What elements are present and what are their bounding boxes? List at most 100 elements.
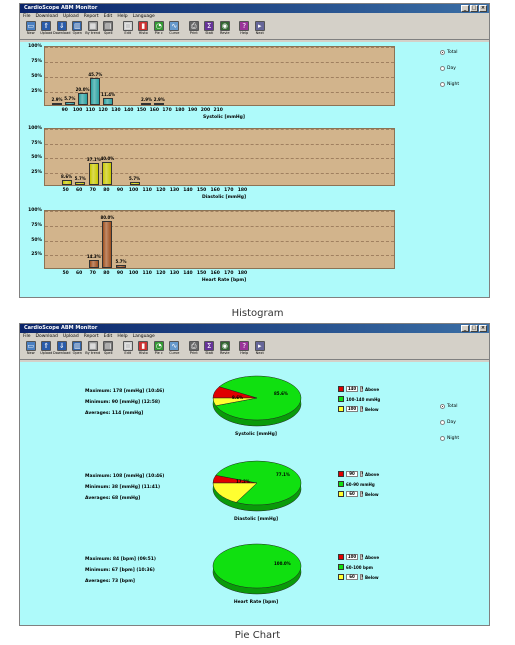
view-option-night[interactable]: Night	[440, 82, 459, 87]
threshold-below-input[interactable]: 60	[346, 491, 358, 497]
toolbar-print-button[interactable]: ⎙ Print	[186, 340, 202, 360]
toolbar-pie-c-button[interactable]: ◔ Pie c	[151, 340, 167, 360]
menu-item-report[interactable]: Report	[83, 14, 99, 19]
toolbar-spell-button[interactable]: ▤ Spell	[101, 20, 117, 40]
histogram-icon: ▮	[138, 341, 149, 351]
spin-arrows-icon[interactable]: ⇕	[360, 471, 364, 477]
x-tick-label: 60	[76, 271, 83, 276]
toolbar-help-button[interactable]: ? Help	[237, 340, 253, 360]
x-tick-label: 70	[89, 188, 96, 193]
maximize-button[interactable]: □	[470, 325, 478, 332]
view-option-day[interactable]: Day	[440, 66, 456, 71]
threshold-below-input[interactable]: 100	[346, 406, 358, 412]
menu-item-language[interactable]: Language	[132, 334, 155, 339]
toolbar-stati-button[interactable]: Σ Stati	[202, 20, 218, 40]
menu-item-file[interactable]: File	[23, 334, 31, 339]
toolbar-stati-button[interactable]: Σ Stati	[202, 340, 218, 360]
toolbar-new-button[interactable]: ▭ New	[23, 340, 39, 360]
radio-button[interactable]	[440, 50, 445, 55]
minimize-button[interactable]: _	[461, 325, 469, 332]
view-option-night[interactable]: Night	[440, 436, 459, 441]
toolbar-button-label: Stati	[205, 31, 214, 35]
toolbar-download-button[interactable]: ⇓ Download	[53, 20, 70, 40]
pie-title: Systolic [mmHg]	[235, 432, 277, 437]
menu-item-download[interactable]: Download	[35, 334, 58, 339]
toolbar-edit-button[interactable]: ▢ Edit	[120, 340, 136, 360]
download-icon: ⇓	[56, 341, 67, 351]
spin-arrows-icon[interactable]: ⇕	[360, 406, 364, 412]
toolbar-by-trend-button[interactable]: ▦ By trend	[85, 20, 101, 40]
histogram-window: CardioScope ABM Monitor _ □ × File Downlo…	[19, 3, 490, 298]
toolbar-button-label: Histo	[138, 351, 148, 355]
toolbar-next-button[interactable]: ▸ Next	[252, 20, 268, 40]
close-button[interactable]: ×	[479, 5, 487, 12]
menu-item-upload[interactable]: Upload	[62, 14, 79, 19]
spin-arrows-icon[interactable]: ⇕	[360, 574, 364, 580]
view-option-total[interactable]: Total	[440, 50, 458, 55]
spin-arrows-icon[interactable]: ⇕	[360, 554, 364, 560]
menu-item-edit[interactable]: Edit	[103, 334, 113, 339]
radio-button[interactable]	[440, 436, 445, 441]
threshold-above-input[interactable]: 140	[346, 386, 358, 392]
toolbar-help-button[interactable]: ? Help	[237, 20, 253, 40]
menu-item-file[interactable]: File	[23, 14, 31, 19]
view-option-day[interactable]: Day	[440, 420, 456, 425]
legend-row-range: 60-90 mmHg	[338, 479, 379, 489]
histogram-chart-2: 8.6% 5.7% 37.1% 40.0% 5.7% 100% 75% 50% 25% 50 60 7…	[24, 126, 404, 204]
radio-button[interactable]	[440, 404, 445, 409]
radio-button[interactable]	[440, 420, 445, 425]
window-title: CardioScope ABM Monitor	[24, 5, 98, 11]
radio-label: Day	[447, 420, 456, 425]
toolbar-curve-button[interactable]: ∿ Curve	[167, 20, 183, 40]
toolbar-histo-button[interactable]: ▮ Histo	[136, 20, 152, 40]
toolbar-button-label: Revie	[219, 31, 230, 35]
upload-icon: ⇑	[41, 21, 52, 31]
menu-item-upload[interactable]: Upload	[62, 334, 79, 339]
gridline	[45, 62, 394, 63]
toolbar-open-button[interactable]: ▥ Open	[70, 20, 86, 40]
toolbar-pie-c-button[interactable]: ◔ Pie c	[151, 20, 167, 40]
toolbar-edit-button[interactable]: ▢ Edit	[120, 20, 136, 40]
stat-line: Maximum: 108 [mmHg] (10:46)	[85, 474, 165, 479]
toolbar-open-button[interactable]: ▥ Open	[70, 340, 86, 360]
spin-arrows-icon[interactable]: ⇕	[360, 491, 364, 497]
pie-chart: 100.0%	[210, 540, 304, 602]
toolbar-histo-button[interactable]: ▮ Histo	[136, 340, 152, 360]
threshold-above-input[interactable]: 100	[346, 554, 358, 560]
pie-legend: 90 ⇕ Above 60-90 mmHg 60 ⇕ Below	[338, 469, 379, 499]
toolbar-print-button[interactable]: ⎙ Print	[186, 20, 202, 40]
histogram-caption: Histogram	[231, 308, 284, 319]
toolbar-upload-button[interactable]: ⇑ Upload	[39, 20, 55, 40]
toolbar-spell-button[interactable]: ▤ Spell	[101, 340, 117, 360]
menu-item-edit[interactable]: Edit	[103, 14, 113, 19]
close-button[interactable]: ×	[479, 325, 487, 332]
toolbar-curve-button[interactable]: ∿ Curve	[167, 340, 183, 360]
menu-item-report[interactable]: Report	[83, 334, 99, 339]
radio-button[interactable]	[440, 66, 445, 71]
toolbar-next-button[interactable]: ▸ Next	[252, 340, 268, 360]
toolbar-download-button[interactable]: ⇓ Download	[53, 340, 70, 360]
bar-value-label: 5.7%	[64, 95, 76, 101]
bar-value-label: 11.4%	[101, 92, 116, 98]
toolbar: ▭ New ⇑ Upload ⇓ Download ▥ Open ▦ By trend ▤ Spell…	[20, 20, 489, 40]
threshold-above-input[interactable]: 90	[346, 471, 358, 477]
menu-item-download[interactable]: Download	[35, 14, 58, 19]
menu-item-language[interactable]: Language	[132, 14, 155, 19]
menu-item-help[interactable]: Help	[117, 334, 128, 339]
menu-item-help[interactable]: Help	[117, 14, 128, 19]
toolbar-new-button[interactable]: ▭ New	[23, 20, 39, 40]
toolbar-revie-button[interactable]: ◉ Revie	[217, 20, 233, 40]
spin-arrows-icon[interactable]: ⇕	[360, 386, 364, 392]
minimize-button[interactable]: _	[461, 5, 469, 12]
x-axis-title: Systolic [mmHg]	[203, 115, 245, 120]
radio-button[interactable]	[440, 82, 445, 87]
threshold-below-input[interactable]: 60	[346, 574, 358, 580]
view-option-total[interactable]: Total	[440, 404, 458, 409]
toolbar-upload-button[interactable]: ⇑ Upload	[39, 340, 55, 360]
toolbar-button-label: Curve	[169, 31, 180, 35]
toolbar-revie-button[interactable]: ◉ Revie	[217, 340, 233, 360]
maximize-button[interactable]: □	[470, 5, 478, 12]
toolbar-by-trend-button[interactable]: ▦ By trend	[85, 340, 101, 360]
y-tick-label: 75%	[31, 59, 42, 64]
pie-slice	[212, 543, 302, 589]
